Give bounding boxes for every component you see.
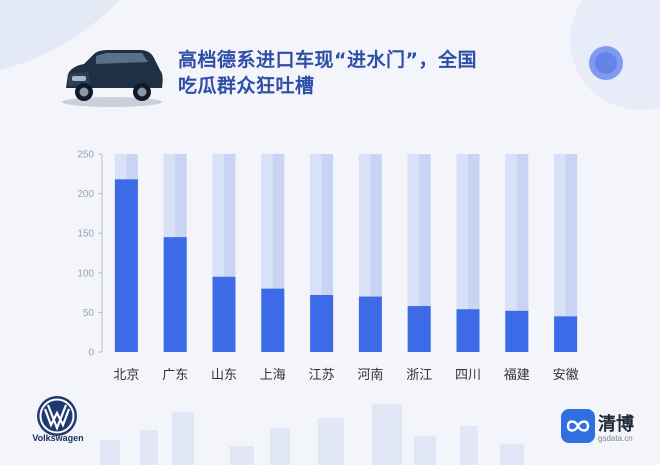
bar xyxy=(358,296,382,352)
bar-track-highlight xyxy=(554,154,566,352)
bar xyxy=(456,309,480,352)
bar-track-highlight xyxy=(261,154,273,352)
x-tick-label: 河南 xyxy=(357,367,383,383)
bar-track-highlight xyxy=(505,154,517,352)
x-tick-label: 四川 xyxy=(455,368,481,383)
bar xyxy=(163,237,187,352)
x-tick-label: 广东 xyxy=(162,368,188,383)
x-tick-label: 上海 xyxy=(260,368,286,383)
gsdata-logo-icon xyxy=(561,409,595,443)
x-tick-label: 浙江 xyxy=(406,368,432,383)
bar xyxy=(310,294,334,352)
title-line-1: 高档德系进口车现“进水门”，全国 xyxy=(178,49,477,71)
x-tick-label: 安徽 xyxy=(553,368,579,383)
x-tick-label: 山东 xyxy=(211,368,237,383)
bar-track-highlight xyxy=(358,154,371,352)
volkswagen-label: Volkswagen xyxy=(32,433,84,443)
y-tick-label: 200 xyxy=(77,189,94,200)
bar xyxy=(114,179,138,352)
bar-track-highlight xyxy=(310,154,322,352)
page-title: 高档德系进口车现“进水门”，全国 吃瓜群众狂吐槽 xyxy=(178,47,598,99)
bar xyxy=(554,316,578,352)
bar xyxy=(505,310,529,352)
bar-track-highlight xyxy=(456,154,468,352)
bar xyxy=(212,276,236,352)
x-tick-label: 江苏 xyxy=(309,367,335,383)
brand-url: gsdata.cn xyxy=(598,434,633,443)
bar-track-highlight xyxy=(407,154,420,352)
x-tick-label: 北京 xyxy=(113,368,139,383)
city-silhouette xyxy=(100,404,524,465)
y-tick-label: 0 xyxy=(88,348,94,359)
y-tick-label: 250 xyxy=(77,150,94,161)
bar-track-highlight xyxy=(212,154,224,352)
x-tick-label: 福建 xyxy=(504,368,530,383)
bar xyxy=(407,306,431,352)
volkswagen-logo-icon xyxy=(37,396,77,436)
car-image xyxy=(62,50,163,107)
decor-dots xyxy=(589,46,623,80)
y-tick-label: 150 xyxy=(77,229,94,240)
y-tick-label: 50 xyxy=(83,308,95,319)
bar xyxy=(261,288,285,352)
title-line-2: 吃瓜群众狂吐槽 xyxy=(178,75,315,97)
brand-name: 清博 xyxy=(598,414,634,435)
y-tick-label: 100 xyxy=(77,268,94,279)
